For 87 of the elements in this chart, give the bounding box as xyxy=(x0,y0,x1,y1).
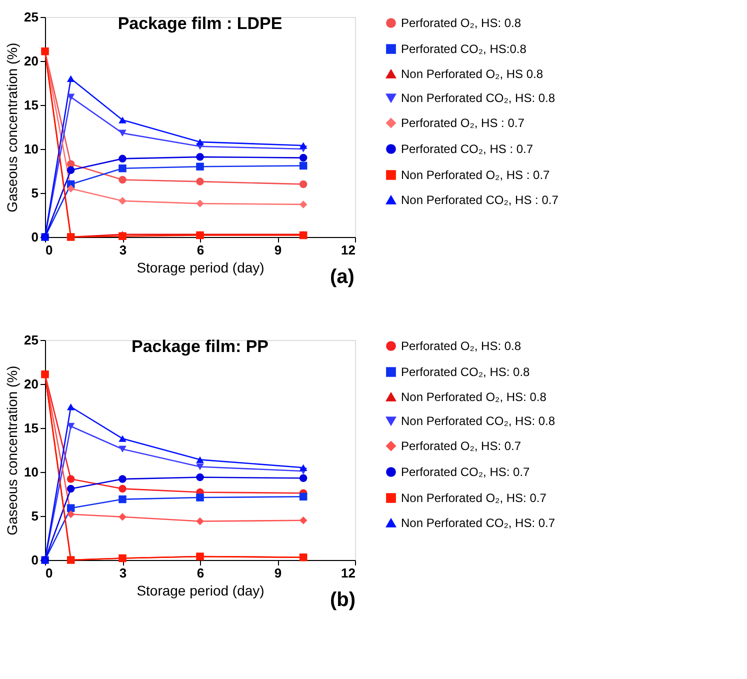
x-axis-title: Storage period (day) xyxy=(136,260,264,276)
x-tick-label: 12 xyxy=(341,242,356,258)
legend-label: Non Perforated CO₂, HS: 0.7 xyxy=(401,516,556,530)
legend-label: Perforated CO₂, HS : 0.7 xyxy=(401,142,534,156)
point xyxy=(299,162,308,170)
legend-label: Non Perforated CO₂, HS : 0.7 xyxy=(401,193,559,207)
legend-label: Perforated CO₂, HS:0.8 xyxy=(401,42,527,56)
point xyxy=(66,94,75,100)
point xyxy=(118,513,126,521)
point xyxy=(118,130,126,137)
point xyxy=(118,484,126,493)
x-tick-label: 9 xyxy=(274,566,282,580)
point xyxy=(196,463,204,470)
point xyxy=(299,200,308,208)
x-tick-label: 6 xyxy=(196,242,204,258)
x-axis-title: Storage period (day) xyxy=(136,582,264,598)
y-tick-label: 10 xyxy=(24,142,38,156)
point xyxy=(118,475,126,483)
point xyxy=(299,474,308,482)
y-tick-label: 25 xyxy=(24,332,38,348)
point xyxy=(196,517,204,526)
point xyxy=(66,510,75,518)
point xyxy=(299,142,308,149)
legend-label: Perforated O₂, HS : 0.7 xyxy=(401,116,525,130)
point xyxy=(118,164,126,172)
point xyxy=(66,184,75,192)
y-tick-label: 5 xyxy=(31,186,38,200)
x-tick-label: 0 xyxy=(46,566,53,580)
point xyxy=(196,494,204,502)
point xyxy=(118,154,126,163)
x-tick-label: 3 xyxy=(119,242,127,258)
point xyxy=(66,75,75,82)
point xyxy=(196,200,204,208)
point xyxy=(118,495,126,504)
legend-label: Perforated O₂, HS: 0.8 xyxy=(401,16,522,30)
y-axis-title: Gaseous concentration (%) xyxy=(4,42,20,212)
x-tick-label: 6 xyxy=(196,566,204,580)
point xyxy=(299,464,308,471)
legend-label: Non Perforated O₂, HS: 0.8 xyxy=(401,390,547,404)
point xyxy=(196,162,204,170)
point xyxy=(66,404,75,410)
y-tick-label: 10 xyxy=(24,464,38,480)
legend-label: Perforated CO₂, HS: 0.7 xyxy=(401,465,530,479)
x-tick-label: 0 xyxy=(46,242,53,258)
text: (b) xyxy=(330,589,356,611)
point xyxy=(118,446,126,452)
point xyxy=(66,484,75,493)
point xyxy=(118,176,126,184)
legend-label: Non Perforated O₂, HS : 0.7 xyxy=(401,168,550,182)
chart-title: Package film: PP xyxy=(131,337,269,356)
point xyxy=(66,166,75,174)
y-tick-label: 0 xyxy=(31,230,38,244)
legend-label: Perforated CO₂, HS: 0.8 xyxy=(401,365,530,379)
y-tick-label: 25 xyxy=(24,10,38,24)
legend-label: Non Perforated CO₂, HS: 0.8 xyxy=(401,91,556,105)
point xyxy=(66,504,75,512)
y-tick-label: 15 xyxy=(24,420,38,436)
legend-label: Non Perforated O₂, HS 0.8 xyxy=(401,67,544,81)
text: (a) xyxy=(330,266,354,288)
y-axis-title: Gaseous concentration (%) xyxy=(4,366,20,536)
x-tick-label: 9 xyxy=(274,242,282,258)
point xyxy=(118,435,126,442)
point xyxy=(196,178,204,186)
point xyxy=(196,153,204,161)
point xyxy=(118,197,126,205)
y-tick-label: 20 xyxy=(24,376,38,392)
y-tick-label: 0 xyxy=(31,552,38,568)
point xyxy=(299,154,308,162)
point xyxy=(299,516,308,524)
legend-label: Perforated O₂, HS: 0.7 xyxy=(401,439,522,453)
legend-label: Non Perforated O₂, HS: 0.7 xyxy=(401,491,547,505)
point xyxy=(299,492,308,501)
x-tick-label: 12 xyxy=(341,566,356,580)
y-tick-label: 20 xyxy=(24,54,38,68)
point xyxy=(299,180,308,188)
y-tick-label: 5 xyxy=(31,508,38,524)
x-tick-label: 3 xyxy=(119,566,127,580)
point xyxy=(196,473,204,482)
chart-title: Package film : LDPE xyxy=(118,14,282,33)
y-tick-label: 15 xyxy=(24,98,38,112)
point xyxy=(66,475,75,483)
legend-label: Non Perforated CO₂, HS: 0.8 xyxy=(401,414,556,428)
point xyxy=(66,422,75,430)
point xyxy=(118,116,126,124)
point xyxy=(196,456,204,464)
point xyxy=(196,138,204,146)
legend-label: Perforated O₂, HS: 0.8 xyxy=(401,339,522,353)
